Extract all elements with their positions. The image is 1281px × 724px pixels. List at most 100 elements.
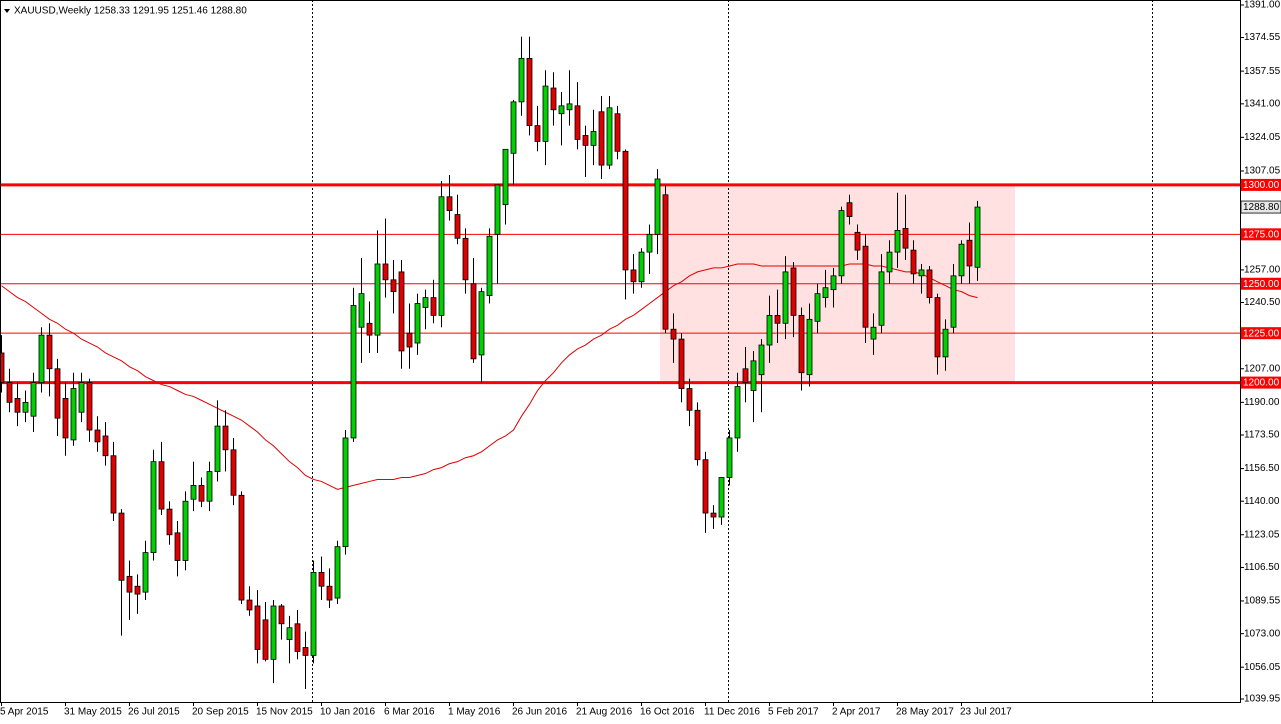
candle-body bbox=[822, 287, 829, 298]
candle-body bbox=[406, 332, 413, 348]
level-label-box bbox=[1241, 228, 1281, 241]
y-tick-label: 1173.50 bbox=[1244, 430, 1280, 441]
candle-body bbox=[590, 131, 597, 146]
candle-body bbox=[510, 101, 517, 154]
candle-body bbox=[950, 275, 957, 328]
candle-body bbox=[974, 206, 981, 268]
candle-body bbox=[214, 425, 221, 472]
candle-body bbox=[78, 382, 85, 413]
candle-body bbox=[718, 477, 725, 518]
candle-body bbox=[0, 352, 5, 383]
candle-body bbox=[350, 305, 357, 439]
x-tick-label: 31 May 2015 bbox=[64, 707, 122, 718]
candle-body bbox=[46, 334, 53, 370]
x-tick-label: 15 Nov 2015 bbox=[256, 707, 313, 718]
candle-body bbox=[14, 398, 21, 413]
candle-body bbox=[838, 210, 845, 277]
x-tick-label: 21 Aug 2016 bbox=[576, 707, 633, 718]
candle-body bbox=[654, 178, 661, 235]
candle-body bbox=[494, 184, 501, 235]
x-tick-label: 23 Jul 2017 bbox=[960, 707, 1012, 718]
candle-body bbox=[550, 87, 557, 111]
x-tick-label: 20 Sep 2015 bbox=[192, 707, 249, 718]
level-label-box bbox=[1241, 178, 1281, 191]
candle-body bbox=[358, 293, 365, 328]
candle-body bbox=[774, 314, 781, 324]
candle-body bbox=[94, 429, 101, 443]
candle-body bbox=[438, 196, 445, 316]
candle-body bbox=[846, 202, 853, 217]
y-tick-label: 1207.00 bbox=[1244, 363, 1281, 374]
candle-body bbox=[38, 334, 45, 383]
candle-body bbox=[30, 382, 37, 417]
candle-body bbox=[670, 328, 677, 340]
candle-body bbox=[910, 249, 917, 275]
candle-body bbox=[526, 57, 533, 126]
candle-body bbox=[622, 150, 629, 271]
candle-body bbox=[582, 135, 589, 146]
candle-body bbox=[750, 360, 757, 391]
candle-body bbox=[542, 85, 549, 142]
candle-body bbox=[766, 314, 773, 346]
level-label-box bbox=[1241, 277, 1281, 290]
candle-body bbox=[702, 459, 709, 514]
candle-body bbox=[158, 461, 165, 510]
candle-body bbox=[366, 322, 373, 336]
level-label-box bbox=[1241, 327, 1281, 340]
candle-body bbox=[382, 263, 389, 281]
candle-body bbox=[966, 239, 973, 267]
last-price-label: 1288.80 bbox=[1243, 202, 1280, 213]
y-tick-label: 1374.55 bbox=[1244, 32, 1281, 43]
candle-body bbox=[454, 214, 461, 239]
chart-title: XAUUSD,Weekly 1258.33 1291.95 1251.46 12… bbox=[14, 6, 247, 17]
candle-body bbox=[230, 449, 237, 496]
y-tick-label: 1106.50 bbox=[1244, 562, 1280, 573]
candle-body bbox=[902, 227, 909, 249]
x-tick-label: 11 Dec 2016 bbox=[704, 707, 760, 718]
candle-body bbox=[334, 546, 341, 599]
candle-body bbox=[22, 401, 29, 413]
candle-body bbox=[830, 275, 837, 291]
candle-body bbox=[758, 344, 765, 376]
x-tick-label: 16 Oct 2016 bbox=[640, 707, 695, 718]
plot-border bbox=[0, 0, 1241, 703]
level-label: 1300.00 bbox=[1243, 180, 1280, 191]
candle-body bbox=[110, 455, 117, 514]
candle-body bbox=[118, 512, 125, 581]
candle-body bbox=[878, 271, 885, 326]
y-tick-label: 1073.00 bbox=[1244, 628, 1281, 639]
y-tick-label: 1190.00 bbox=[1244, 397, 1280, 408]
y-tick-label: 1307.05 bbox=[1244, 166, 1281, 177]
candle-body bbox=[574, 105, 581, 140]
candle-body bbox=[198, 484, 205, 502]
candle-body bbox=[6, 382, 13, 403]
moving-average bbox=[1, 263, 978, 490]
y-tick-label: 1324.05 bbox=[1244, 132, 1281, 143]
candle-body bbox=[86, 382, 93, 431]
candle-body bbox=[414, 303, 421, 344]
candle-body bbox=[134, 585, 141, 595]
x-tick-label: 1 May 2016 bbox=[448, 707, 501, 718]
candle-body bbox=[854, 231, 861, 251]
candle-body bbox=[926, 269, 933, 298]
level-label: 1250.00 bbox=[1243, 279, 1280, 290]
x-tick-label: 5 Feb 2017 bbox=[768, 707, 819, 718]
candle-body bbox=[566, 103, 573, 111]
candle-body bbox=[310, 571, 317, 656]
level-label: 1225.00 bbox=[1243, 328, 1280, 339]
y-tick-label: 1357.55 bbox=[1244, 66, 1281, 77]
x-tick-label: 5 Apr 2015 bbox=[0, 707, 49, 718]
x-tick-label: 26 Jun 2016 bbox=[512, 707, 567, 718]
candle-body bbox=[534, 125, 541, 142]
y-tick-label: 1391.00 bbox=[1244, 0, 1281, 11]
candle-body bbox=[814, 293, 821, 322]
candle-body bbox=[798, 314, 805, 374]
candle-body bbox=[638, 251, 645, 283]
candle-body bbox=[662, 194, 669, 330]
candle-body bbox=[286, 627, 293, 640]
candle-body bbox=[246, 599, 253, 611]
candle-body bbox=[598, 111, 605, 166]
